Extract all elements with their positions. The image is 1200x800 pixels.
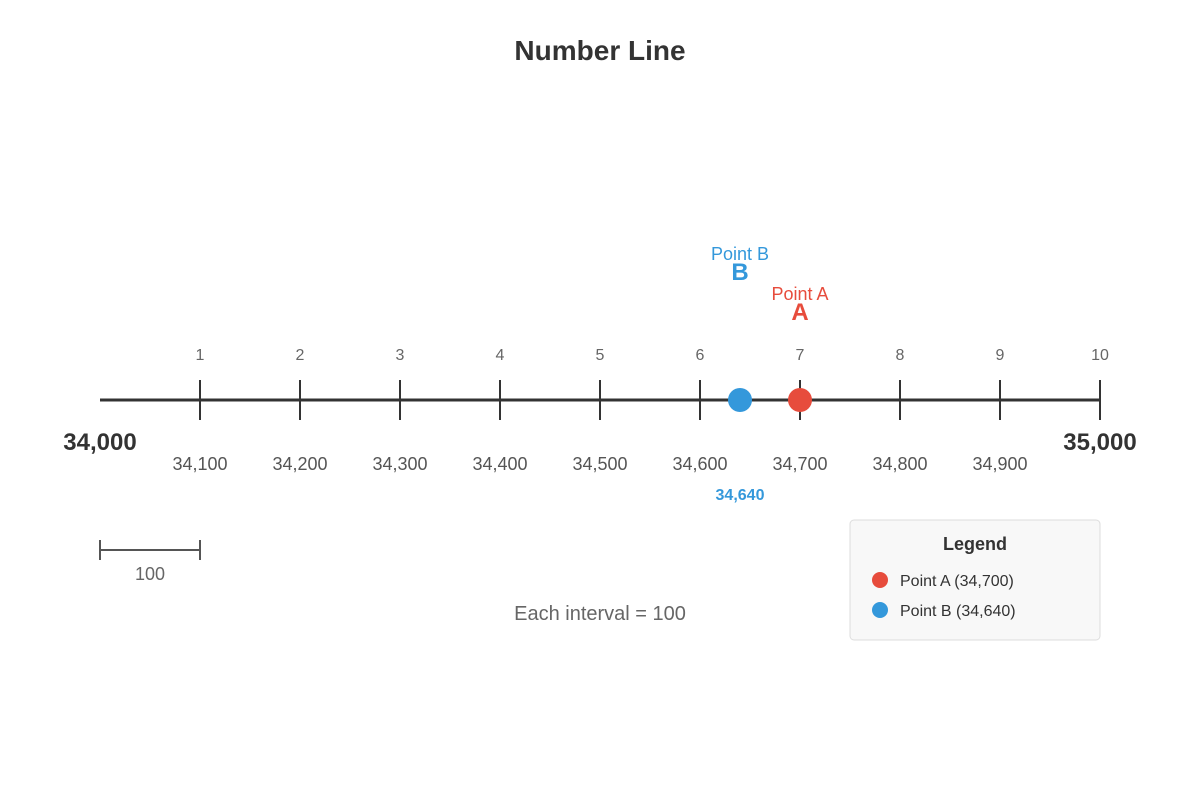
tick-value-label: 34,500: [572, 454, 627, 474]
tick-value-label: 34,700: [772, 454, 827, 474]
end-label: 35,000: [1063, 429, 1136, 456]
tick-value-label: 34,300: [372, 454, 427, 474]
scale-bar-label: 100: [135, 564, 165, 584]
tick-number: 2: [296, 347, 305, 364]
tick-number: 5: [596, 347, 605, 364]
tick-group: 1 2 3 4 5 6 7 8 9 10 34,100 34,200 34,300 34,400 34,50…: [172, 347, 1109, 474]
interval-caption: Each interval = 100: [514, 603, 686, 625]
legend-title: Legend: [943, 534, 1007, 554]
tick-value-label: 34,400: [472, 454, 527, 474]
tick-number: 6: [696, 347, 705, 364]
legend-box: Legend Point A (34,700) Point B (34,640): [849, 519, 1101, 641]
diagram-title: Number Line: [514, 35, 685, 66]
scale-bar: 100: [99, 540, 201, 584]
point-a-name: Point A: [771, 284, 828, 304]
tick-number: 4: [496, 347, 505, 364]
tick-value-label: 34,200: [272, 454, 327, 474]
legend-label-a: Point A (34,700): [900, 573, 1014, 590]
point-a-letter: A: [791, 299, 808, 326]
legend-items: Point A (34,700) Point B (34,640): [872, 572, 1016, 620]
tick-number: 7: [796, 347, 805, 364]
tick-value-label: 34,100: [172, 454, 227, 474]
start-label: 34,000: [63, 429, 136, 456]
tick-number: 3: [396, 347, 405, 364]
legend-label-b: Point B (34,640): [900, 603, 1016, 620]
points-group: Point AA Point BB 34,640: [711, 244, 829, 504]
point-b-letter: B: [731, 259, 748, 286]
tick-number: 9: [996, 347, 1005, 364]
point-b-marker: [728, 388, 752, 412]
tick-number: 1: [196, 347, 205, 364]
tick-value-label: 34,800: [872, 454, 927, 474]
point-b-value: 34,640: [716, 487, 765, 504]
legend-swatch-b: [872, 602, 888, 618]
tick-value-label: 34,600: [672, 454, 727, 474]
legend-swatch-a: [872, 572, 888, 588]
tick-value-label: 34,900: [972, 454, 1027, 474]
tick-number: 8: [896, 347, 905, 364]
tick-number: 10: [1091, 347, 1109, 364]
legend-background: [849, 519, 1101, 641]
point-a-marker: [788, 388, 812, 412]
point-b-name: Point B: [711, 244, 769, 264]
